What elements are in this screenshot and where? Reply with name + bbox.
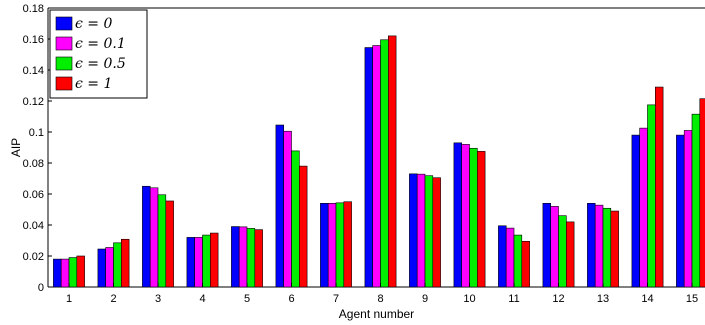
x-tick-label: 5 [244, 293, 250, 305]
bar [231, 226, 240, 288]
bar [97, 248, 107, 288]
bar [565, 221, 575, 288]
bar [121, 238, 130, 288]
bar [291, 150, 300, 288]
bar [165, 200, 174, 288]
bar [699, 98, 705, 288]
bar [469, 147, 478, 288]
bar [602, 207, 612, 288]
x-tick-label: 12 [552, 293, 564, 305]
legend-swatch [55, 76, 73, 91]
bar [542, 203, 552, 288]
x-tick-label: 4 [199, 293, 205, 305]
bar [320, 203, 329, 288]
y-tick-label: 0.06 [23, 189, 44, 201]
bar [53, 258, 62, 288]
bar [558, 215, 567, 288]
bar [60, 258, 70, 288]
bar [476, 151, 486, 288]
x-tick-label: 7 [333, 293, 339, 305]
bar [254, 229, 263, 288]
bar [194, 237, 203, 288]
bar [105, 247, 114, 288]
x-tick-label: 14 [641, 293, 653, 305]
x-axis-label: Agent number [339, 307, 414, 321]
bar [416, 173, 426, 288]
bar [298, 165, 308, 288]
legend-swatch [55, 16, 73, 31]
bar [186, 237, 195, 288]
x-tick-label: 13 [597, 293, 609, 305]
bar [409, 173, 418, 288]
x-tick-label: 11 [508, 293, 519, 305]
bar [68, 257, 78, 288]
bar [631, 134, 641, 288]
bar [521, 240, 530, 288]
y-tick-label: 0.04 [23, 220, 44, 232]
legend-swatch [55, 56, 73, 71]
bar [498, 225, 507, 288]
bar [76, 255, 85, 288]
legend-label: ϵ = 0.5 [75, 56, 126, 72]
y-tick-label: 0.12 [23, 96, 44, 108]
y-tick-label: 0.1 [29, 127, 44, 139]
x-tick-label: 3 [155, 293, 161, 305]
x-tick-label: 1 [66, 293, 72, 305]
bar [691, 113, 701, 288]
bar [513, 234, 523, 288]
y-axis-label: AIP [9, 138, 23, 157]
bar [453, 142, 462, 288]
bar [327, 203, 337, 288]
bar [283, 130, 292, 288]
bar [380, 39, 389, 288]
legend: ϵ = 0 ϵ = 0.1 ϵ = 0.5 ϵ = 1 [49, 9, 148, 99]
bars-group [53, 35, 705, 288]
bar [343, 201, 352, 288]
ticks-group: 00.020.040.060.080.10.120.140.160.181 2 3 4… [23, 3, 699, 305]
x-tick-label: 10 [463, 293, 475, 305]
bar [142, 185, 151, 288]
bar [432, 177, 441, 288]
y-tick-label: 0.02 [23, 251, 44, 263]
bar [113, 242, 122, 288]
bar [587, 203, 596, 288]
bar [149, 187, 159, 288]
y-tick-label: 0.14 [23, 65, 44, 77]
bar [647, 104, 656, 288]
y-tick-label: 0.18 [23, 3, 44, 15]
bar [594, 204, 604, 288]
bar [387, 35, 397, 288]
bar [372, 45, 381, 288]
bar [157, 194, 167, 288]
bar [683, 130, 693, 288]
bar [246, 228, 256, 288]
bar [202, 234, 211, 288]
legend-label: ϵ = 0.1 [75, 36, 126, 52]
y-tick-label: 0.08 [23, 158, 44, 170]
bar [364, 47, 373, 288]
bar [505, 227, 515, 288]
bar [461, 144, 470, 288]
x-tick-label: 8 [377, 293, 383, 305]
bar [610, 210, 619, 288]
y-tick-label: 0 [38, 282, 44, 294]
legend-label: ϵ = 1 [75, 76, 112, 92]
x-tick-label: 9 [422, 293, 428, 305]
x-tick-label: 2 [110, 293, 116, 305]
bar [654, 86, 664, 288]
bar [424, 175, 434, 288]
y-tick-label: 0.16 [23, 34, 44, 46]
bar [275, 124, 284, 288]
legend-swatch [55, 36, 73, 51]
bar [676, 134, 685, 288]
x-tick-label: 15 [686, 293, 698, 305]
bar [639, 127, 648, 288]
bar [210, 232, 219, 288]
bar [550, 206, 559, 288]
x-tick-label: 6 [288, 293, 294, 305]
legend-label: ϵ = 0 [75, 16, 112, 32]
bar [335, 202, 345, 288]
bar [238, 226, 248, 288]
